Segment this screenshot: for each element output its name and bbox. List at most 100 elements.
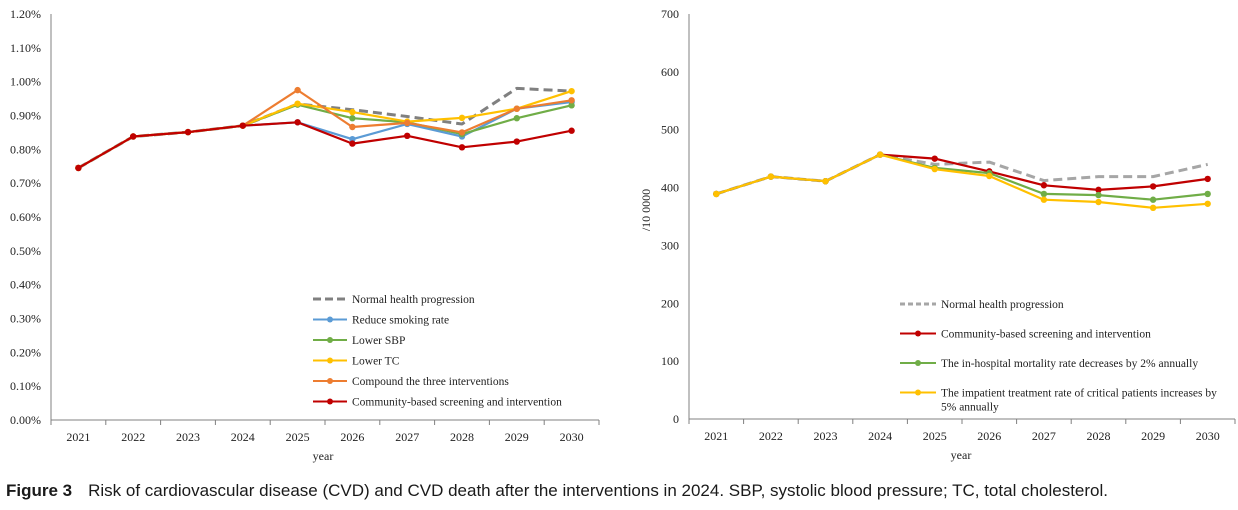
data-point: [184, 128, 192, 136]
x-axis-title: year: [313, 449, 334, 463]
x-tick-label: 2026: [340, 430, 364, 444]
legend-label: The impatient treatment rate of critical…: [941, 388, 1217, 400]
data-point: [1040, 196, 1048, 203]
legend-label: Community-based screening and interventi…: [941, 329, 1151, 341]
data-point: [239, 122, 246, 129]
legend-marker: [327, 398, 333, 405]
x-tick-label: 2030: [560, 430, 584, 444]
figure-caption: Figure 3 Risk of cardiovascular disease (…: [6, 481, 1234, 501]
x-tick-label: 2027: [1032, 429, 1056, 443]
caption-text: Risk of cardiovascular disease (CVD) and…: [88, 481, 1109, 500]
x-tick-label: 2026: [977, 429, 1001, 443]
data-point: [1204, 175, 1211, 183]
legend-marker: [327, 357, 333, 364]
mortality-chart: 0 100 200 300 400 500 600 700 2021 2022 2023 2024 20…: [639, 7, 1236, 462]
data-point: [1040, 182, 1048, 189]
data-point: [1040, 190, 1048, 198]
legend-label: Reduce smoking rate: [352, 315, 449, 327]
y-tick-label: 0.20%: [10, 345, 41, 359]
y-tick-label: 0.40%: [10, 278, 41, 292]
legend-marker: [327, 316, 333, 323]
data-point: [1149, 183, 1157, 190]
x-tick-label: 2029: [1141, 429, 1165, 443]
data-point: [986, 172, 993, 180]
legend-label: 5% annually: [941, 402, 999, 414]
legend-marker: [915, 360, 921, 366]
legend-label: Lower SBP: [352, 335, 405, 347]
x-axis-title: year: [951, 448, 972, 462]
x-tick-label: 2029: [505, 430, 529, 444]
data-point: [349, 140, 356, 147]
y-tick-label: 1.20%: [10, 7, 41, 21]
legend-label: The in-hospital mortality rate decreases…: [941, 358, 1198, 370]
x-tick-label: 2024: [868, 429, 892, 443]
y-tick-label: 0.90%: [10, 109, 41, 123]
legend: Normal health progression Community-based…: [900, 299, 1217, 414]
data-point: [513, 115, 520, 122]
data-point: [568, 97, 575, 104]
data-point: [458, 114, 466, 122]
legend-label: Community-based screening and interventi…: [352, 397, 562, 409]
legend-label: Normal health progression: [352, 294, 475, 306]
data-point: [294, 100, 301, 107]
legend-label: Compound the three interventions: [352, 376, 509, 388]
x-tick-label: 2025: [286, 430, 310, 444]
series-line-3: [715, 153, 1208, 209]
x-tick-label: 2024: [231, 430, 255, 444]
x-tick-label: 2023: [176, 430, 200, 444]
y-tick-label: 0.80%: [10, 142, 41, 156]
y-tick-label: 100: [661, 354, 679, 368]
risk-chart: 0.00% 0.10% 0.20% 0.30% 0.40% 0.50% 0.60% 0.70%…: [10, 7, 600, 463]
data-point: [713, 190, 720, 198]
data-point: [1204, 200, 1211, 207]
data-point: [458, 144, 466, 151]
y-tick-label: 0.50%: [10, 244, 41, 258]
data-point: [349, 123, 356, 131]
y-tick-label: 0.00%: [10, 413, 41, 427]
caption-label: Figure 3: [6, 481, 73, 500]
data-point: [513, 105, 520, 112]
data-point: [349, 115, 356, 122]
y-tick-label: 300: [661, 238, 679, 252]
data-point: [876, 151, 884, 158]
y-tick-label: 1.00%: [10, 75, 41, 89]
data-point: [568, 102, 575, 109]
data-point: [1095, 191, 1102, 199]
y-tick-label: 200: [661, 296, 679, 310]
series-line-0: [77, 86, 572, 170]
legend-marker: [915, 330, 921, 337]
x-tick-label: 2022: [121, 430, 145, 444]
y-tick-label: 600: [661, 65, 679, 79]
data-point: [513, 138, 520, 145]
data-point: [1149, 204, 1157, 212]
x-tick-label: 2030: [1196, 429, 1220, 443]
y-tick-label: 700: [661, 7, 679, 21]
data-point: [1149, 196, 1157, 203]
data-point: [931, 155, 938, 162]
data-point: [568, 127, 575, 134]
x-tick-label: 2023: [814, 429, 838, 443]
data-point: [458, 129, 466, 136]
y-axis-title: /10 0000: [639, 189, 653, 231]
data-point: [1204, 190, 1211, 198]
data-point: [349, 108, 356, 116]
legend-label: Lower TC: [352, 356, 400, 368]
y-tick-label: 400: [661, 181, 679, 195]
data-point: [404, 119, 411, 127]
data-point: [931, 165, 938, 173]
data-point: [404, 132, 411, 139]
y-tick-label: 0.60%: [10, 210, 41, 224]
x-tick-label: 2025: [923, 429, 947, 443]
series-line-1: [715, 153, 1208, 195]
legend-marker: [327, 378, 333, 384]
x-tick-label: 2028: [1087, 429, 1111, 443]
legend-label: Normal health progression: [941, 299, 1064, 311]
data-point: [130, 133, 137, 140]
legend-marker: [915, 389, 921, 396]
series-line-2: [77, 103, 572, 169]
x-tick-label: 2028: [450, 430, 474, 444]
data-point: [1095, 198, 1102, 206]
y-tick-label: 0.10%: [10, 379, 41, 393]
y-tick-label: 0.30%: [10, 312, 41, 326]
